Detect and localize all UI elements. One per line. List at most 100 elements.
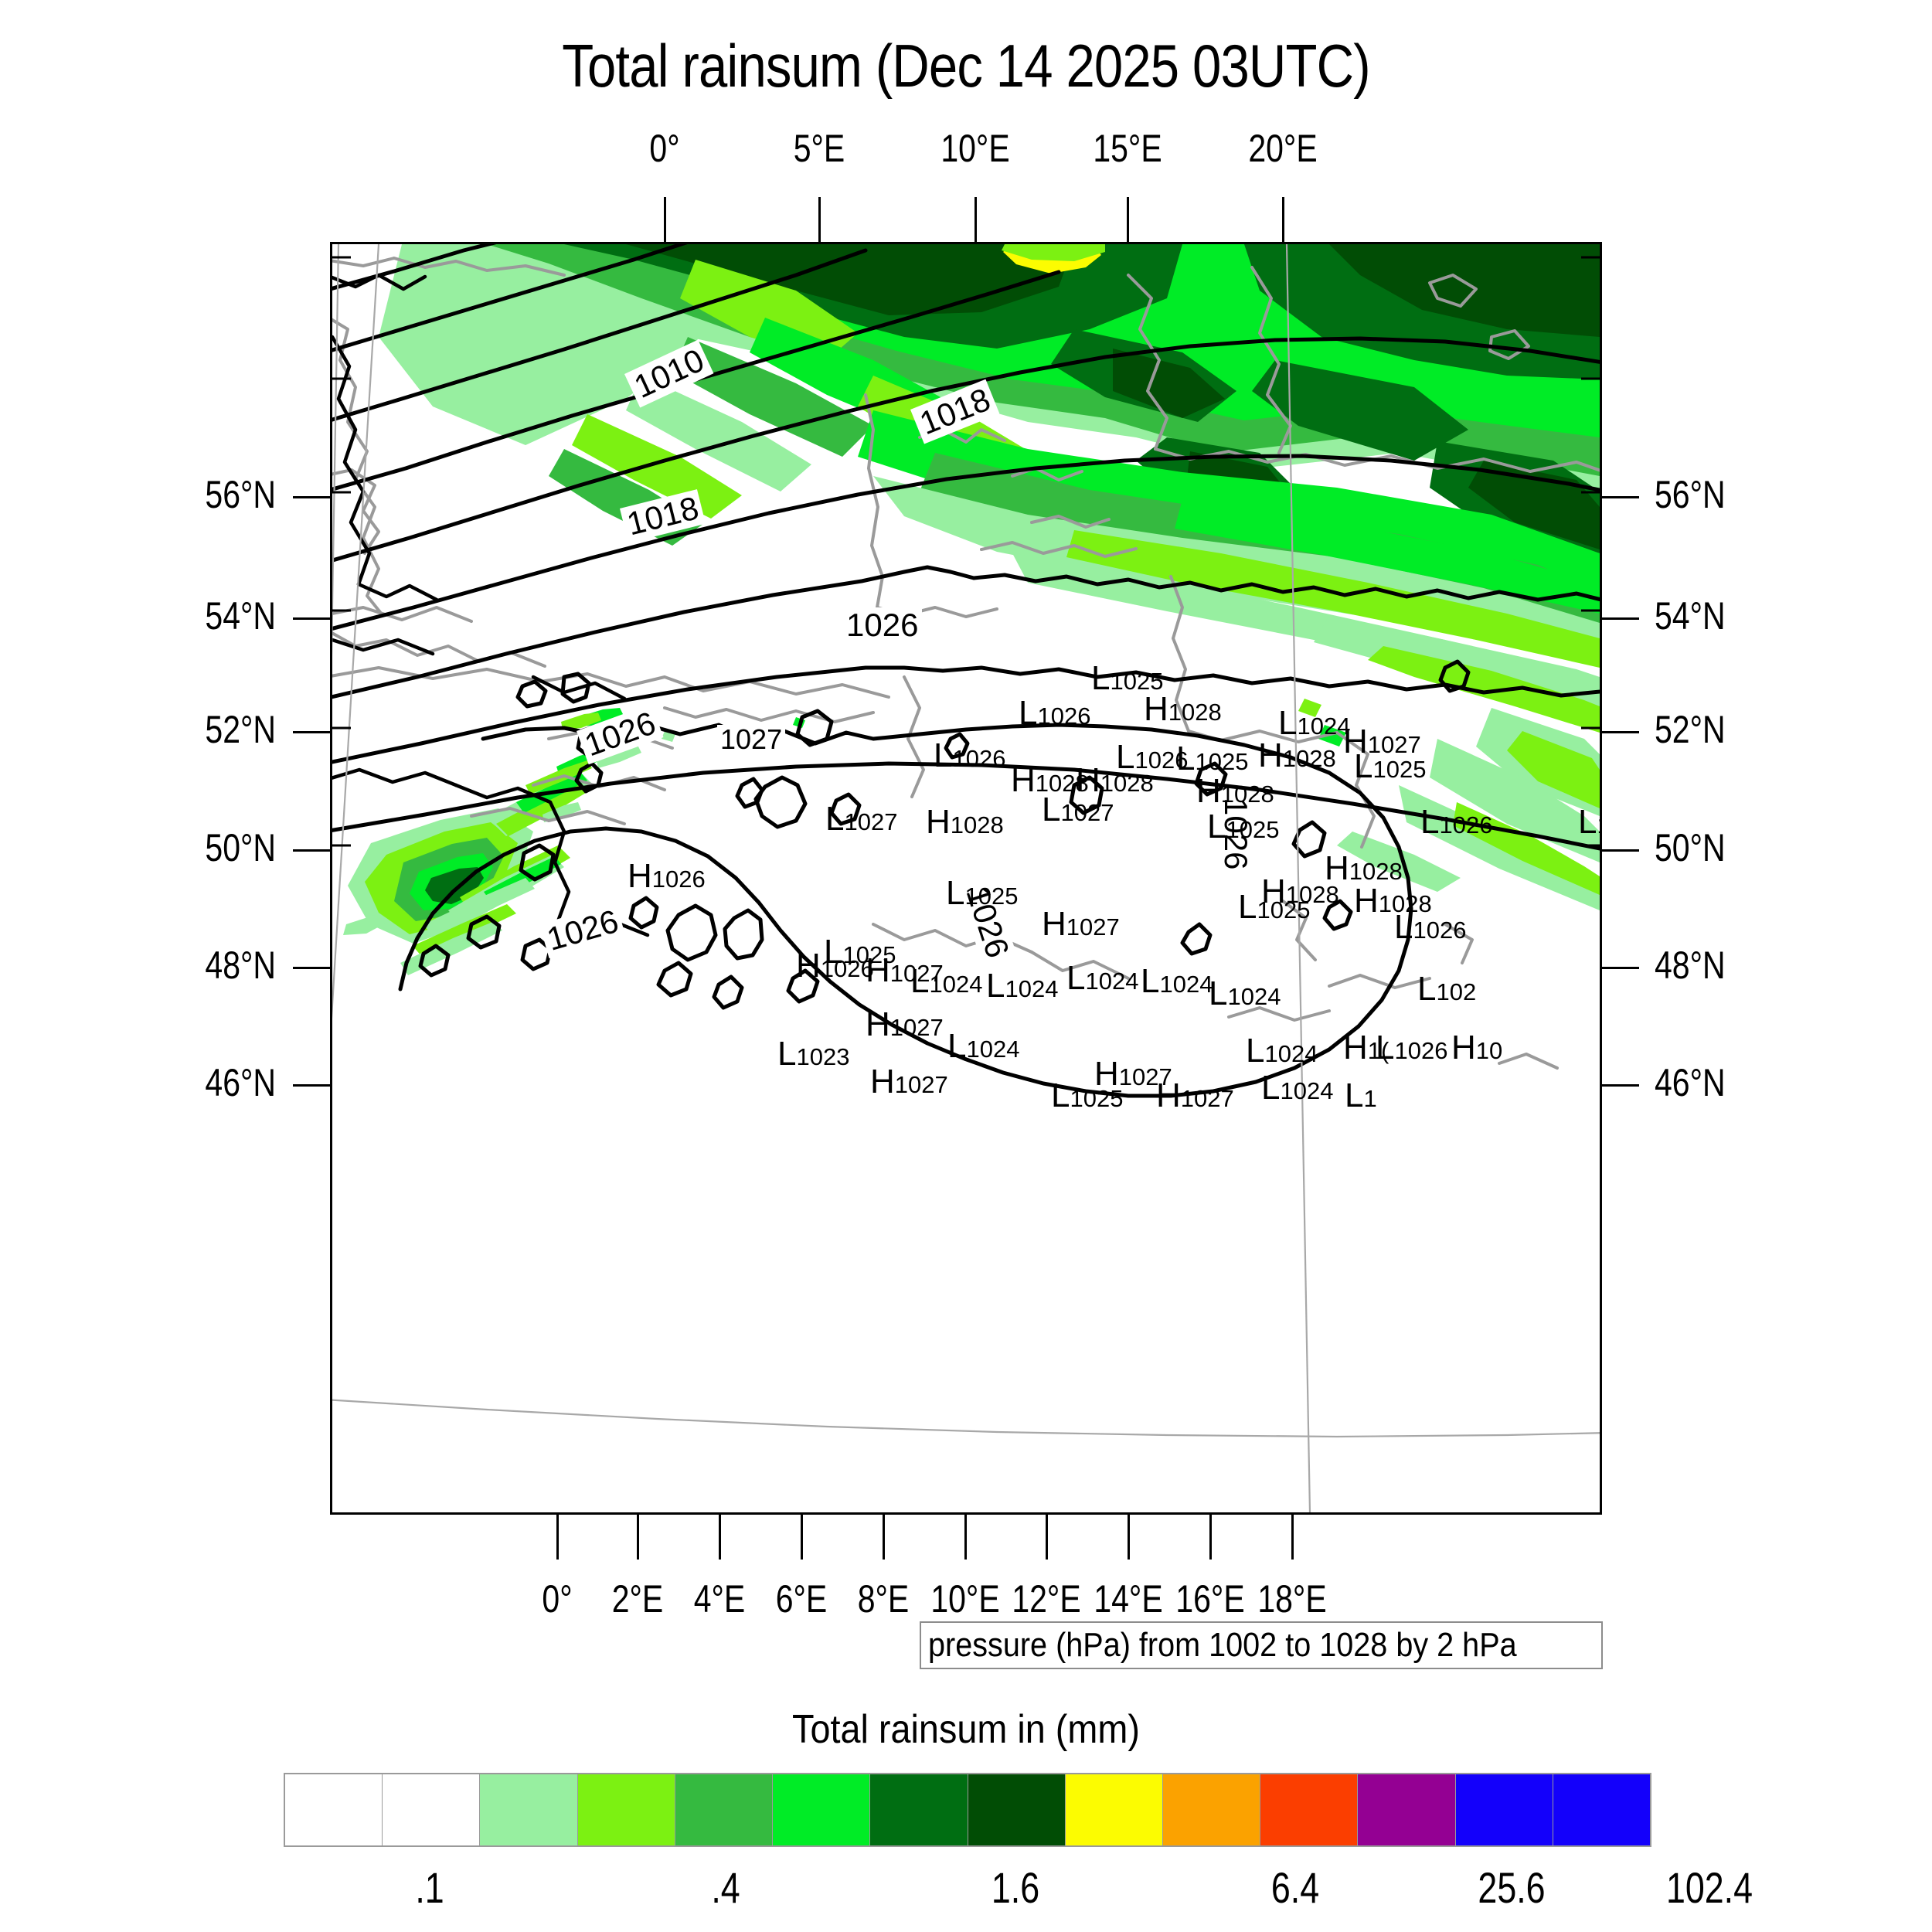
bottom-axis-label: 12°E	[1012, 1577, 1081, 1621]
pressure-high-label: H1028	[1354, 882, 1432, 920]
axis-tick	[637, 1515, 639, 1560]
pressure-low-label: L102	[1417, 970, 1477, 1008]
pressure-low-label: L1024	[1141, 962, 1213, 1000]
right-axis-label: 54°N	[1655, 594, 1726, 638]
pressure-low-label: L1025	[1354, 747, 1427, 785]
colorbar-segment	[1455, 1774, 1553, 1845]
axis-tick	[293, 849, 330, 852]
map-plot-area: 1010 1018 1018 1026 1026 1026 1026 1026 …	[330, 242, 1602, 1515]
bottom-axis-label: 18°E	[1257, 1577, 1327, 1621]
pressure-low-label: L1026	[1394, 908, 1467, 946]
pressure-low-label: L1025	[824, 933, 896, 971]
pressure-low-label: L1024	[947, 1027, 1020, 1065]
axis-tick	[801, 1515, 803, 1560]
pressure-low-label: L10	[1578, 803, 1600, 841]
page-title: Total rainsum (Dec 14 2025 03UTC)	[562, 32, 1370, 100]
colorbar-segment	[383, 1774, 481, 1845]
pressure-low-label: L1023	[777, 1035, 850, 1073]
pressure-legend-box: pressure (hPa) from 1002 to 1028 by 2 hP…	[920, 1621, 1603, 1669]
pressure-low-label: L1026	[1019, 694, 1091, 732]
colorbar-segment	[1065, 1774, 1163, 1845]
colorbar-tick-label: .1	[415, 1863, 444, 1912]
bottom-axis-label: 14°E	[1094, 1577, 1163, 1621]
colorbar-segment	[480, 1774, 578, 1845]
colorbar-segment	[1553, 1774, 1651, 1845]
axis-tick	[1128, 1515, 1130, 1560]
pressure-low-label: L1025	[946, 874, 1019, 912]
colorbar-segment	[968, 1774, 1066, 1845]
pressure-low-label: L1024	[1066, 959, 1139, 997]
left-axis-label: 56°N	[205, 473, 276, 516]
axis-tick	[1291, 1515, 1294, 1560]
pressure-high-label: H1028	[1011, 761, 1089, 799]
top-axis-label: 15°E	[1093, 127, 1162, 170]
pressure-low-label: L1027	[825, 800, 898, 838]
pressure-high-label: H1028	[1261, 872, 1339, 910]
pressure-low-label: L1025	[1091, 659, 1164, 697]
axis-tick	[293, 967, 330, 969]
pressure-legend-text: pressure (hPa) from 1002 to 1028 by 2 hP…	[928, 1626, 1517, 1664]
colorbar-tick-label: 102.4	[1666, 1863, 1753, 1912]
axis-tick	[293, 731, 330, 733]
pressure-low-label: L1026	[1116, 738, 1189, 776]
right-axis-label: 50°N	[1655, 826, 1726, 869]
pressure-low-label: L1026	[1376, 1029, 1448, 1066]
axis-tick	[1602, 496, 1639, 498]
pressure-low-label: L1026	[934, 736, 1006, 774]
left-axis-label: 54°N	[205, 594, 276, 638]
colorbar-tick-label: 1.6	[991, 1863, 1039, 1912]
bottom-axis-label: 8°E	[857, 1577, 910, 1621]
axis-tick	[664, 197, 666, 242]
pressure-high-label: H1026	[796, 947, 874, 985]
axis-tick	[1602, 967, 1639, 969]
axis-tick	[1127, 197, 1129, 242]
colorbar-segment	[773, 1774, 871, 1845]
bottom-axis-label: 0°	[542, 1577, 573, 1621]
left-axis-label: 52°N	[205, 708, 276, 751]
axis-tick	[1602, 731, 1639, 733]
axis-tick	[1602, 849, 1639, 852]
axis-tick	[1602, 1084, 1639, 1087]
pressure-high-label: H1027	[1156, 1077, 1234, 1114]
colorbar-segment	[1162, 1774, 1261, 1845]
pressure-low-label: L1024	[1209, 975, 1281, 1012]
left-axis-label: 50°N	[205, 826, 276, 869]
colorbar-segment	[1260, 1774, 1359, 1845]
axis-tick	[293, 617, 330, 620]
pressure-low-label: L1	[1345, 1077, 1377, 1114]
pressure-high-label: H10	[1451, 1029, 1503, 1066]
top-axis-label: 5°E	[793, 127, 845, 170]
colorbar-segment	[870, 1774, 968, 1845]
left-axis-label: 48°N	[205, 944, 276, 987]
axis-tick	[1046, 1515, 1048, 1560]
right-axis-label: 46°N	[1655, 1061, 1726, 1104]
pressure-low-label: L1025	[1051, 1077, 1124, 1114]
axis-tick	[975, 197, 977, 242]
colorbar-segment	[1358, 1774, 1456, 1845]
pressure-high-label: H1027	[866, 1005, 944, 1043]
axis-tick	[293, 496, 330, 498]
pressure-low-label: L1026	[1420, 803, 1493, 841]
pressure-high-label: H1026	[628, 857, 706, 895]
top-axis-label: 10°E	[940, 127, 1010, 170]
bottom-axis-label: 10°E	[930, 1577, 1000, 1621]
axis-tick	[1282, 197, 1284, 242]
colorbar-segment	[577, 1774, 675, 1845]
right-axis-label: 48°N	[1655, 944, 1726, 987]
colorbar-tick-label: 25.6	[1478, 1863, 1546, 1912]
colorbar-tick-label: 6.4	[1270, 1863, 1319, 1912]
contour-label: 1026	[842, 607, 923, 643]
axis-tick	[719, 1515, 721, 1560]
bottom-axis-label: 4°E	[693, 1577, 746, 1621]
axis-tick	[818, 197, 821, 242]
pressure-low-label: L1024	[910, 962, 983, 1000]
pressure-low-label: L1024	[1278, 704, 1351, 742]
right-axis-label: 52°N	[1655, 708, 1726, 751]
pressure-high-label: H1027	[866, 951, 944, 989]
pressure-high-label: H1027	[1094, 1055, 1172, 1093]
axis-tick	[293, 1084, 330, 1087]
bottom-axis-label: 2°E	[611, 1577, 664, 1621]
pressure-low-label: L1024	[986, 967, 1059, 1005]
colorbar-segment	[675, 1774, 774, 1845]
axis-tick	[556, 1515, 559, 1560]
